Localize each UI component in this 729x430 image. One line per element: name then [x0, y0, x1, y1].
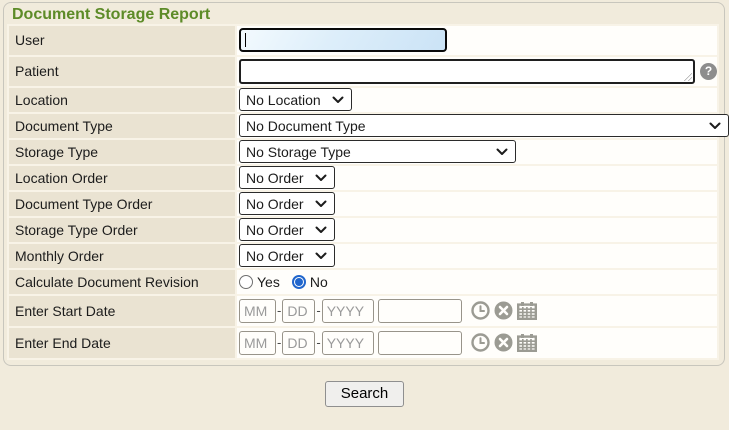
calendar-icon[interactable]: [516, 301, 537, 321]
table-row: User: [9, 25, 717, 55]
storage-type-select-value: No Storage Type: [246, 143, 351, 160]
table-row: Document Type No Document Type: [9, 113, 729, 138]
end-date-year-input[interactable]: [321, 330, 374, 355]
table-row: Enter End Date - -: [9, 327, 717, 358]
revision-no-radio[interactable]: [291, 274, 306, 289]
user-input[interactable]: [239, 28, 447, 53]
date-separator: -: [316, 335, 321, 351]
search-button[interactable]: Search: [324, 380, 405, 407]
storage-type-order-label: Storage Type Order: [9, 217, 235, 242]
revision-yes-label[interactable]: Yes: [257, 273, 280, 290]
end-date-time-input[interactable]: [377, 330, 462, 355]
user-label: User: [9, 25, 235, 55]
table-row: Enter Start Date - -: [9, 295, 717, 326]
document-type-label: Document Type: [9, 113, 235, 138]
storage-type-label: Storage Type: [9, 139, 235, 164]
clock-icon[interactable]: [470, 333, 490, 352]
patient-label: Patient: [9, 56, 235, 86]
patient-input[interactable]: [239, 58, 695, 84]
date-separator: -: [316, 303, 321, 319]
text-cursor: [245, 33, 246, 48]
revision-yes-radio[interactable]: [239, 274, 253, 289]
report-criteria-table: User Patient ? Location: [7, 23, 729, 360]
end-date-label: Enter End Date: [9, 327, 235, 358]
location-select[interactable]: No Location: [239, 88, 352, 112]
chevron-down-icon: [332, 96, 344, 104]
search-row: Search: [0, 380, 729, 407]
revision-no-label[interactable]: No: [309, 273, 328, 290]
resize-grip-icon[interactable]: [684, 72, 692, 81]
start-date-day-input[interactable]: [282, 298, 316, 323]
chevron-down-icon: [315, 174, 327, 182]
page-title: Document Storage Report: [12, 6, 211, 23]
storage-type-select[interactable]: No Storage Type: [239, 140, 516, 164]
help-icon[interactable]: ?: [700, 62, 717, 80]
chevron-down-icon: [709, 122, 721, 130]
date-separator: -: [277, 335, 282, 351]
monthly-order-label: Monthly Order: [9, 243, 235, 268]
calculate-document-revision-label: Calculate Document Revision: [9, 269, 235, 294]
end-date-month-input[interactable]: [239, 330, 276, 355]
document-type-order-select-value: No Order: [246, 195, 304, 212]
start-date-year-input[interactable]: [321, 298, 374, 323]
calendar-icon[interactable]: [516, 333, 537, 353]
storage-type-order-select-value: No Order: [246, 221, 304, 238]
table-row: Document Type Order No Order: [9, 191, 717, 216]
monthly-order-select[interactable]: No Order: [239, 244, 335, 268]
date-separator: -: [277, 303, 282, 319]
document-type-order-select[interactable]: No Order: [239, 192, 335, 216]
location-order-label: Location Order: [9, 165, 235, 190]
table-row: Storage Type Order No Order: [9, 217, 717, 242]
start-date-label: Enter Start Date: [9, 295, 235, 326]
location-select-value: No Location: [246, 91, 321, 108]
document-type-order-label: Document Type Order: [9, 191, 235, 216]
table-row: Patient ?: [9, 56, 717, 86]
document-type-select-value: No Document Type: [246, 117, 366, 134]
monthly-order-select-value: No Order: [246, 247, 304, 264]
start-date-time-input[interactable]: [377, 298, 462, 323]
location-order-select-value: No Order: [246, 169, 304, 186]
clock-icon[interactable]: [470, 301, 490, 320]
table-row: Location No Location: [9, 87, 717, 112]
start-date-month-input[interactable]: [239, 298, 276, 323]
document-type-select[interactable]: No Document Type: [239, 114, 729, 138]
end-date-day-input[interactable]: [282, 330, 316, 355]
chevron-down-icon: [496, 148, 508, 156]
location-label: Location: [9, 87, 235, 112]
chevron-down-icon: [315, 226, 327, 234]
document-storage-report-panel: Document Storage Report User Patient ?: [3, 2, 729, 366]
table-row: Location Order No Order: [9, 165, 717, 190]
table-row: Calculate Document Revision Yes No: [9, 269, 717, 294]
table-row: Monthly Order No Order: [9, 243, 717, 268]
table-row: Storage Type No Storage Type: [9, 139, 717, 164]
clear-icon[interactable]: [494, 333, 513, 352]
clear-icon[interactable]: [494, 301, 513, 320]
chevron-down-icon: [315, 200, 327, 208]
storage-type-order-select[interactable]: No Order: [239, 218, 335, 242]
chevron-down-icon: [315, 252, 327, 260]
location-order-select[interactable]: No Order: [239, 166, 335, 190]
